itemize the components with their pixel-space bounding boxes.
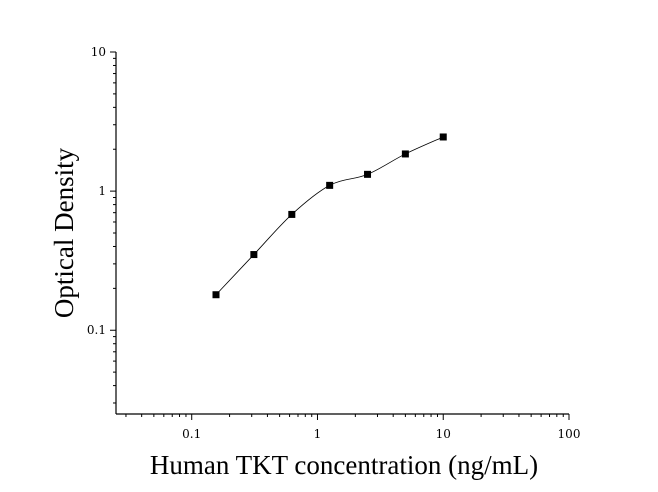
x-tick-label: 10 [436,427,451,441]
data-points [212,133,447,299]
x-ticks [125,414,570,420]
x-tick-label: 100 [558,427,581,441]
x-tick-labels: 0.1 1 10 100 [182,427,580,441]
data-point [212,291,220,299]
data-point [439,133,447,141]
y-tick-labels: 0.1 1 10 [87,45,106,337]
y-axis-title: Optical Density [49,147,79,318]
data-point [364,170,372,178]
y-tick-label: 0.1 [87,323,106,337]
data-point [288,210,296,218]
x-tick-label: 0.1 [182,427,201,441]
x-axis-title: Human TKT concentration (ng/mL) [150,450,538,480]
axes [115,52,569,415]
fit-curve [215,136,444,296]
y-ticks [110,51,116,404]
y-tick-label: 10 [91,45,106,59]
data-point [326,181,334,189]
x-tick-label: 1 [314,427,322,441]
data-point [401,150,409,158]
data-point [250,251,258,259]
y-tick-label: 1 [98,184,106,198]
